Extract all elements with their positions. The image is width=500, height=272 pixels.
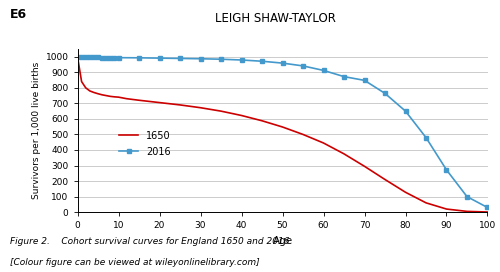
1650 xyxy=(95,92,101,95)
Line: 1650: 1650 xyxy=(78,57,488,212)
1650 xyxy=(156,101,162,104)
1650 xyxy=(177,103,183,107)
1650 xyxy=(238,114,244,117)
Text: LEIGH SHAW-TAYLOR: LEIGH SHAW-TAYLOR xyxy=(214,12,336,25)
1650 xyxy=(444,208,450,211)
1650 xyxy=(108,95,114,98)
2016 xyxy=(103,56,109,59)
1650 xyxy=(99,93,105,97)
2016 xyxy=(99,56,105,59)
2016 xyxy=(82,55,88,59)
1650 xyxy=(320,141,326,145)
1650 xyxy=(464,210,470,213)
1650 xyxy=(116,95,121,99)
1650 xyxy=(300,133,306,136)
2016 xyxy=(78,55,84,59)
Text: Figure 2.    Cohort survival curves for England 1650 and 2016: Figure 2. Cohort survival curves for Eng… xyxy=(10,237,289,246)
1650 xyxy=(74,55,80,58)
2016 xyxy=(177,57,183,60)
1650 xyxy=(124,97,130,100)
Legend: 1650, 2016: 1650, 2016 xyxy=(115,127,175,160)
2016 xyxy=(116,56,121,59)
2016 xyxy=(484,206,490,209)
2016 xyxy=(423,136,429,139)
1650 xyxy=(136,99,142,102)
1650 xyxy=(382,178,388,181)
1650 xyxy=(362,165,368,168)
2016 xyxy=(362,79,368,82)
1650 xyxy=(423,201,429,205)
Text: E6: E6 xyxy=(10,8,27,21)
2016 xyxy=(382,92,388,95)
2016 xyxy=(91,56,97,59)
Line: 2016: 2016 xyxy=(75,54,490,210)
1650 xyxy=(402,191,408,194)
1650 xyxy=(259,119,265,122)
2016 xyxy=(402,110,408,113)
1650 xyxy=(198,106,203,109)
2016 xyxy=(198,57,203,60)
2016 xyxy=(108,56,114,59)
2016 xyxy=(300,64,306,67)
1650 xyxy=(87,89,93,92)
2016 xyxy=(74,55,80,58)
2016 xyxy=(87,55,93,59)
1650 xyxy=(484,210,490,214)
2016 xyxy=(259,60,265,63)
1650 xyxy=(218,110,224,113)
2016 xyxy=(112,56,117,59)
2016 xyxy=(280,61,285,65)
2016 xyxy=(95,56,101,59)
1650 xyxy=(78,80,84,83)
1650 xyxy=(103,94,109,97)
2016 xyxy=(320,69,326,72)
1650 xyxy=(82,86,88,89)
2016 xyxy=(341,75,347,78)
1650 xyxy=(280,125,285,129)
X-axis label: Age: Age xyxy=(272,236,292,246)
1650 xyxy=(341,152,347,156)
2016 xyxy=(218,58,224,61)
1650 xyxy=(91,91,97,94)
2016 xyxy=(136,56,142,60)
Text: [Colour figure can be viewed at wileyonlinelibrary.com]: [Colour figure can be viewed at wileyonl… xyxy=(10,258,260,267)
Y-axis label: Survivors per 1,000 live births: Survivors per 1,000 live births xyxy=(32,62,42,199)
2016 xyxy=(238,58,244,62)
2016 xyxy=(156,57,162,60)
2016 xyxy=(464,195,470,198)
1650 xyxy=(112,95,117,98)
2016 xyxy=(444,168,450,172)
